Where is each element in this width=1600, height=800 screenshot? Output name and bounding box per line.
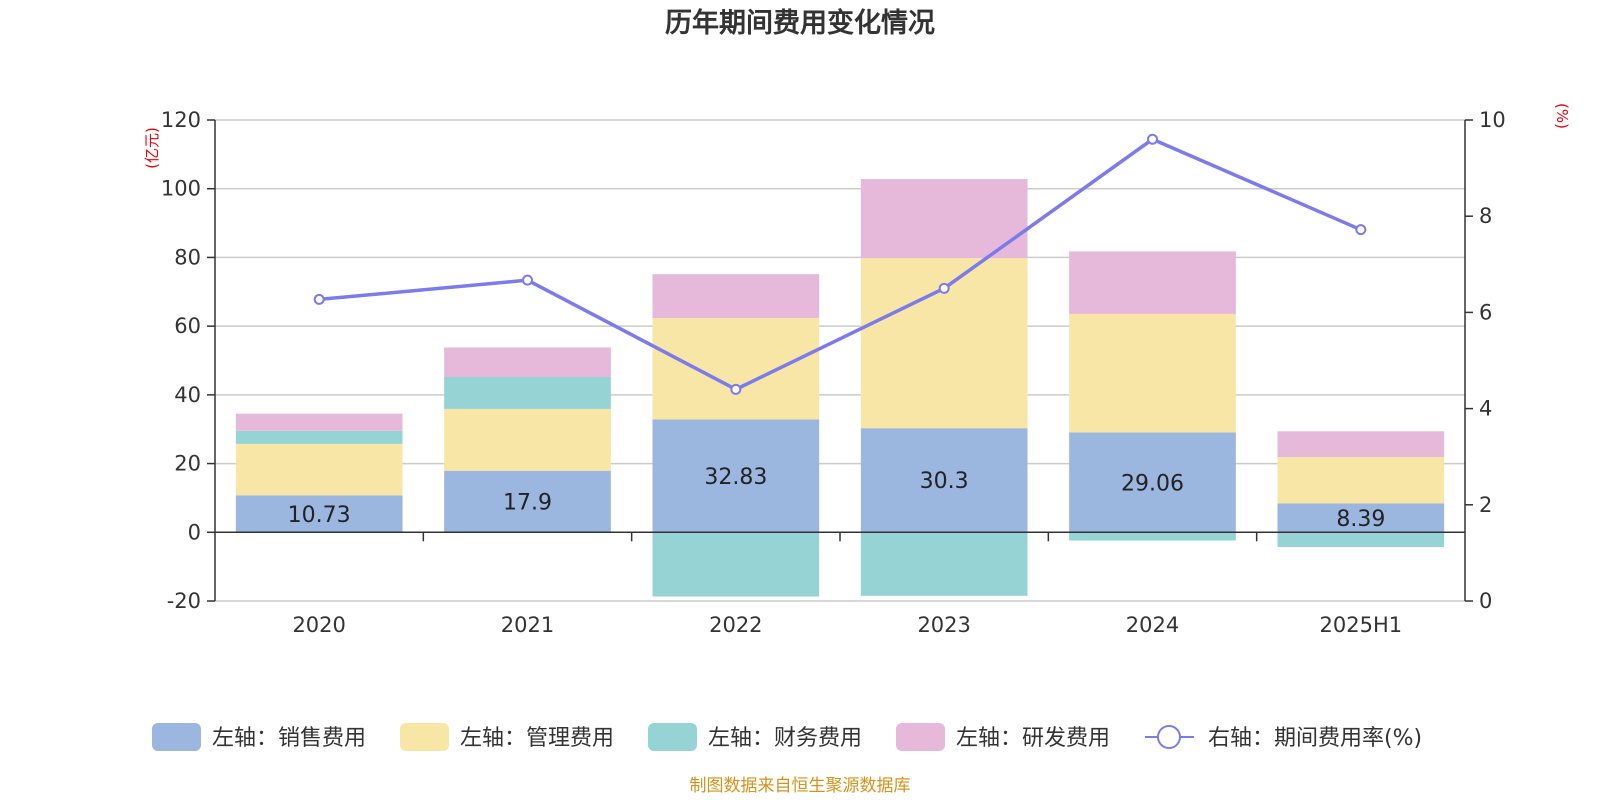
legend-marker: [1157, 725, 1181, 749]
legend-item: 右轴：期间费用率(%): [1145, 725, 1422, 751]
right-tick-label: 2: [1479, 493, 1492, 517]
bar-segment: [1069, 432, 1236, 533]
legend: 左轴：销售费用 左轴：管理费用 左轴：财务费用 左轴：研发费用 右轴：期间费用率(%): [152, 723, 1422, 751]
source-note: 制图数据来自恒生聚源数据库: [690, 776, 911, 796]
bar-segment: [1069, 532, 1236, 541]
legend-item: 左轴：研发费用: [896, 723, 1110, 751]
data-label: 30.3: [920, 469, 969, 494]
right-tick-label: 0: [1479, 589, 1492, 613]
right-tick-label: 8: [1479, 204, 1492, 228]
bar-segment: [444, 347, 611, 377]
bar-segment: [652, 318, 820, 420]
bar-segment: [444, 408, 611, 471]
data-label: 32.83: [704, 465, 767, 490]
bar-series: [235, 179, 1445, 597]
grid-lines: [215, 119, 1465, 602]
left-tick-label: 100: [161, 177, 201, 201]
bar-segment: [1277, 532, 1445, 548]
axes: -20 0 20 40 60 80 100 120 0 2 4 6 8 10 2020 2021 2022 202…: [161, 108, 1506, 637]
legend-swatch: [152, 723, 201, 751]
bar-segment: [860, 532, 1028, 596]
line-point: [313, 293, 325, 305]
bar-segment: [652, 274, 820, 319]
bar-segment: [235, 430, 403, 444]
legend-swatch: [896, 723, 945, 751]
legend-label: 左轴：销售费用: [212, 726, 366, 751]
bar-segment: [235, 413, 403, 431]
right-tick-label: 6: [1479, 300, 1492, 324]
bar-segment: [860, 428, 1028, 533]
right-tick-label: 4: [1479, 397, 1492, 421]
line-point: [938, 282, 950, 294]
legend-item: 左轴：财务费用: [648, 723, 862, 751]
bar-segment: [1277, 431, 1445, 458]
legend-label: 右轴：期间费用率(%): [1208, 726, 1422, 751]
data-label: 29.06: [1121, 471, 1184, 496]
line-point: [730, 383, 742, 395]
legend-label: 左轴：管理费用: [460, 726, 614, 751]
bar-segment: [652, 419, 820, 533]
line-point: [1355, 224, 1367, 236]
data-label: 10.73: [288, 503, 351, 528]
category-label: 2024: [1126, 613, 1179, 637]
legend-swatch: [648, 723, 697, 751]
line-point: [522, 274, 533, 286]
left-tick-label: -20: [167, 589, 201, 613]
category-label: 2020: [292, 613, 345, 637]
left-tick-label: 20: [174, 452, 201, 476]
category-label: 2022: [709, 613, 762, 637]
left-tick-label: 120: [161, 108, 201, 132]
right-tick-label: 10: [1479, 108, 1506, 132]
bar-segment: [235, 443, 403, 496]
bar-segment: [444, 470, 611, 533]
left-tick-label: 0: [188, 520, 201, 544]
line-point: [1147, 133, 1158, 145]
left-tick-label: 60: [174, 314, 201, 338]
bar-segment: [1277, 457, 1445, 504]
bar-segment: [652, 532, 820, 597]
category-label: 2023: [917, 613, 970, 637]
legend-item: 左轴：管理费用: [400, 723, 614, 751]
line-path: [319, 137, 1362, 392]
legend-label: 左轴：财务费用: [708, 726, 862, 751]
bar-segment: [1069, 313, 1236, 433]
category-label: 2021: [501, 613, 554, 637]
bar-segment: [444, 376, 611, 409]
data-labels: 10.73 17.9 32.83 30.3 29.06 8.39: [288, 465, 1386, 532]
data-label: 8.39: [1336, 507, 1385, 532]
bar-segment: [860, 179, 1028, 259]
left-tick-label: 40: [174, 383, 201, 407]
category-label: 2025H1: [1320, 613, 1403, 637]
data-label: 17.9: [503, 491, 552, 516]
chart-title: 历年期间费用变化情况: [665, 7, 935, 39]
left-axis-unit: (亿元): [143, 127, 161, 169]
bar-segment: [235, 495, 403, 533]
bar-segment: [1277, 503, 1445, 533]
bar-segment: [1069, 251, 1236, 314]
left-tick-label: 80: [174, 245, 201, 269]
legend-swatch: [400, 723, 449, 751]
line-series: [313, 133, 1367, 395]
right-axis-unit: (%): [1553, 103, 1571, 129]
legend-item: 左轴：销售费用: [152, 723, 366, 751]
legend-label: 左轴：研发费用: [956, 726, 1110, 751]
